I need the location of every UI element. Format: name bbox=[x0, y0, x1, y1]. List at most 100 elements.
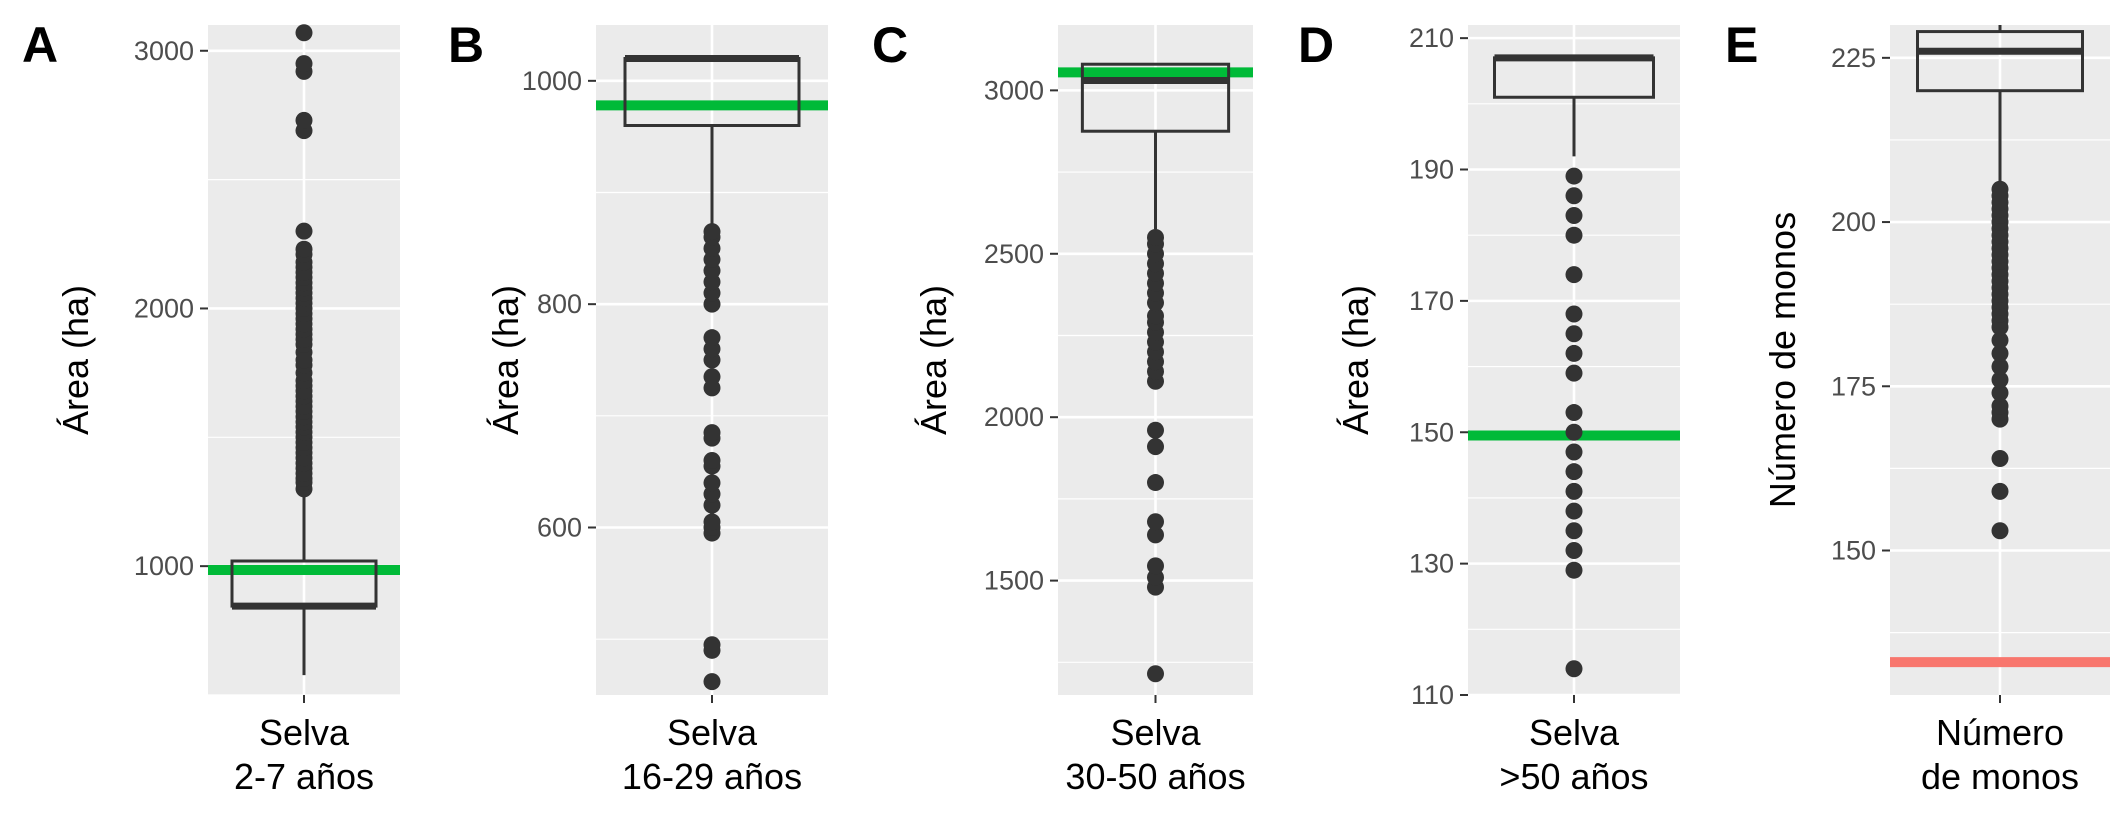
outlier-point bbox=[295, 24, 313, 42]
outlier-point bbox=[295, 111, 313, 129]
outlier-point bbox=[1147, 557, 1164, 575]
y-tick-label: 150 bbox=[1831, 535, 1876, 565]
outlier-point bbox=[295, 222, 313, 240]
y-tick-label: 170 bbox=[1409, 286, 1454, 316]
x-category-label: Selva bbox=[667, 712, 758, 753]
outlier-point bbox=[1147, 421, 1164, 439]
y-tick-label: 1000 bbox=[522, 66, 582, 96]
y-tick-label: 2500 bbox=[984, 239, 1044, 269]
outlier-point bbox=[1991, 450, 2009, 468]
outlier-point bbox=[1991, 344, 2009, 362]
outlier-point bbox=[1565, 187, 1583, 205]
y-tick-label: 190 bbox=[1409, 155, 1454, 185]
y-tick-label: 210 bbox=[1409, 23, 1454, 53]
x-category-label: de monos bbox=[1921, 756, 2079, 797]
outlier-point bbox=[1565, 344, 1583, 362]
y-tick-label: 600 bbox=[537, 513, 582, 543]
outlier-point bbox=[703, 474, 721, 492]
y-tick-label: 800 bbox=[537, 289, 582, 319]
outlier-point bbox=[1565, 463, 1583, 481]
outlier-point bbox=[1565, 206, 1583, 224]
y-axis-title: Área (ha) bbox=[1335, 285, 1376, 435]
outlier-point bbox=[1565, 660, 1583, 678]
panel-letter: C bbox=[872, 17, 908, 73]
y-tick-label: 1500 bbox=[984, 566, 1044, 596]
outlier-point bbox=[1991, 371, 2009, 389]
outlier-point bbox=[1147, 228, 1164, 246]
outlier-point bbox=[1565, 541, 1583, 559]
outlier-point bbox=[1565, 325, 1583, 343]
outlier-point bbox=[1147, 665, 1164, 683]
outlier-point bbox=[1565, 167, 1583, 185]
x-category-label: Selva bbox=[1110, 712, 1201, 753]
outlier-point bbox=[1565, 423, 1583, 441]
x-category-label: Selva bbox=[259, 712, 350, 753]
outlier-point bbox=[703, 368, 721, 386]
x-category-label: Selva bbox=[1529, 712, 1620, 753]
y-axis-title: Número de monos bbox=[1762, 212, 1803, 508]
panel-letter: E bbox=[1725, 17, 1758, 73]
outlier-point bbox=[1991, 331, 2009, 349]
outlier-point bbox=[1565, 482, 1583, 500]
outlier-point bbox=[1991, 384, 2009, 402]
outlier-point bbox=[1565, 502, 1583, 520]
x-category-label: 30-50 años bbox=[1065, 756, 1245, 797]
y-tick-label: 3000 bbox=[984, 75, 1044, 105]
outlier-point bbox=[703, 513, 721, 531]
outlier-point bbox=[1147, 526, 1164, 544]
outlier-point bbox=[1147, 513, 1164, 531]
outlier-point bbox=[703, 223, 721, 241]
outlier-point bbox=[1991, 522, 2009, 540]
outlier-point bbox=[1991, 180, 2009, 198]
panel-d: 110 130 150 170 190 210 D Área (ha) Selva>50 año… bbox=[1298, 17, 1680, 797]
y-tick-label: 150 bbox=[1409, 417, 1454, 447]
outlier-point bbox=[295, 240, 313, 258]
y-tick-label: 175 bbox=[1831, 371, 1876, 401]
outlier-point bbox=[703, 452, 721, 469]
outlier-point bbox=[1565, 443, 1583, 461]
x-category-label: 16-29 años bbox=[622, 756, 802, 797]
y-tick-label: 130 bbox=[1409, 549, 1454, 579]
outlier-point bbox=[1991, 397, 2009, 415]
panel-letter: A bbox=[22, 17, 58, 73]
y-tick-label: 200 bbox=[1831, 207, 1876, 237]
outlier-point bbox=[703, 424, 721, 442]
outlier-point bbox=[1565, 561, 1583, 579]
box-iqr bbox=[1916, 30, 2084, 93]
y-axis-title: Área (ha) bbox=[55, 285, 96, 435]
y-tick-label: 1000 bbox=[134, 551, 194, 581]
outlier-point bbox=[295, 55, 313, 73]
y-axis-title: Área (ha) bbox=[913, 285, 954, 435]
x-category-label: Número bbox=[1936, 712, 2064, 753]
panel-letter: D bbox=[1298, 17, 1334, 73]
box-iqr bbox=[1080, 62, 1231, 133]
outlier-point bbox=[1565, 522, 1583, 540]
outlier-point bbox=[1147, 474, 1164, 492]
y-tick-label: 225 bbox=[1831, 43, 1876, 73]
y-tick-label: 110 bbox=[1411, 680, 1454, 710]
outlier-point bbox=[1565, 226, 1583, 244]
outlier-point bbox=[1991, 482, 2009, 500]
outlier-point bbox=[1565, 364, 1583, 382]
outlier-point bbox=[703, 673, 721, 691]
x-category-label: >50 años bbox=[1499, 756, 1648, 797]
outlier-point bbox=[703, 636, 721, 654]
x-category-label: 2-7 años bbox=[234, 756, 374, 797]
y-tick-label: 2000 bbox=[984, 402, 1044, 432]
outlier-point bbox=[1565, 305, 1583, 323]
outlier-point bbox=[1565, 404, 1583, 422]
panel-letter: B bbox=[448, 17, 484, 73]
y-axis-title: Área (ha) bbox=[485, 285, 526, 435]
outlier-point bbox=[1147, 438, 1164, 456]
outlier-point bbox=[1565, 266, 1583, 284]
outlier-point bbox=[1991, 358, 2009, 376]
outlier-point bbox=[703, 329, 721, 347]
outlier-point bbox=[1147, 307, 1164, 325]
y-tick-label: 2000 bbox=[134, 293, 194, 323]
y-tick-label: 3000 bbox=[134, 36, 194, 66]
